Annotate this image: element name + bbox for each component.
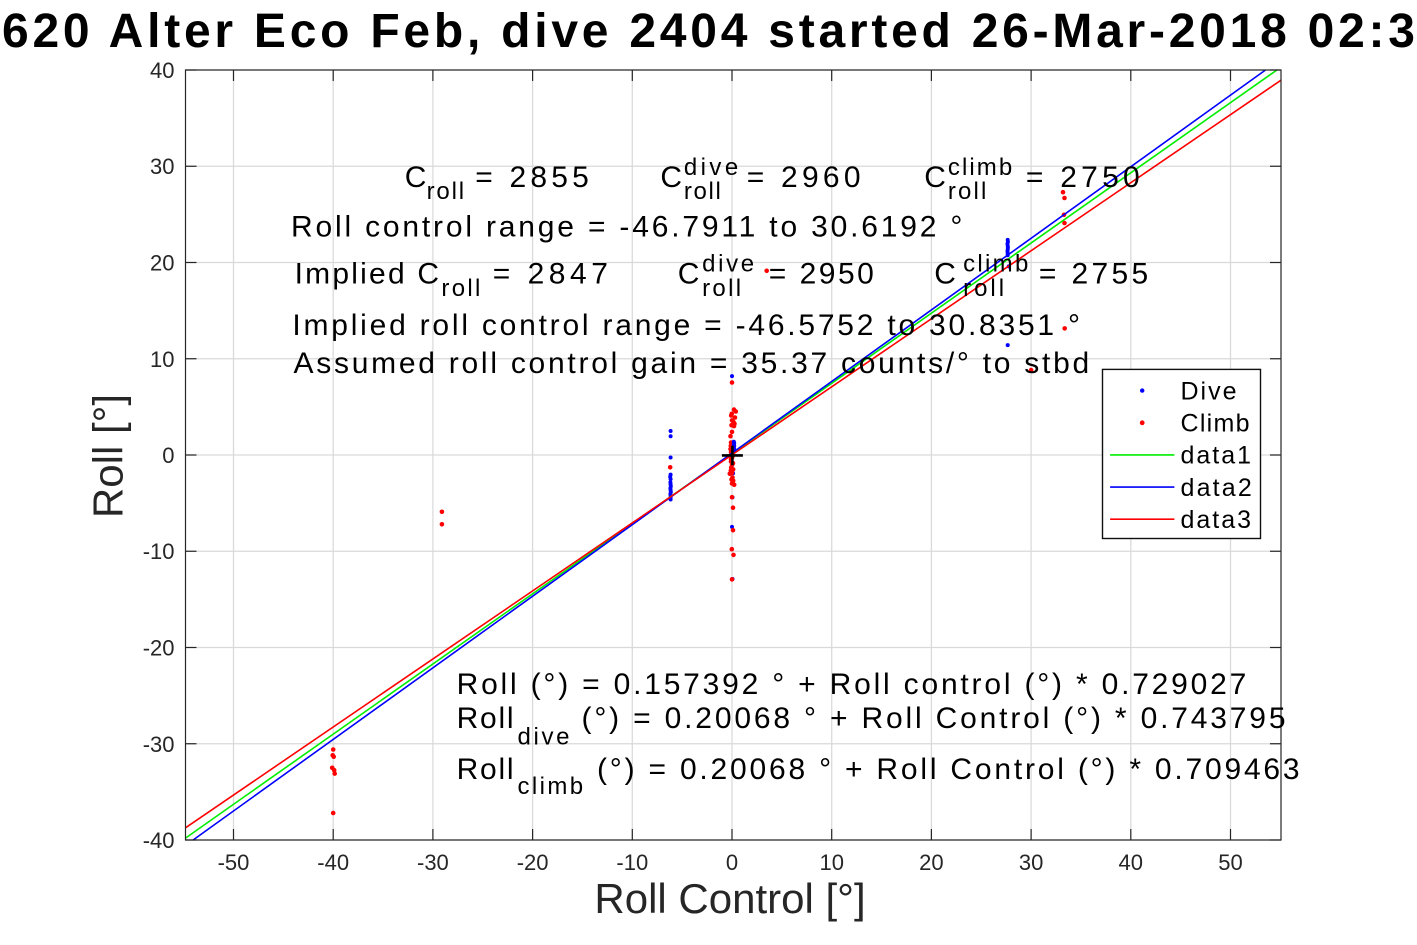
svg-text:-10: -10 (616, 850, 648, 875)
svg-text:data1: data1 (1181, 442, 1252, 470)
svg-text:C: C (660, 161, 682, 194)
svg-text:Dive: Dive (1181, 377, 1237, 405)
svg-text:50: 50 (1218, 850, 1242, 875)
svg-text:-20: -20 (517, 850, 549, 875)
svg-text:dive: dive (702, 251, 754, 278)
svg-text:dive: dive (518, 724, 570, 751)
svg-text:C: C (934, 258, 956, 291)
svg-text:-20: -20 (143, 636, 175, 661)
svg-text:Roll control range = -46.7911: Roll control range = -46.7911 to 30.6192… (291, 211, 962, 244)
svg-text:= 2855: = 2855 (475, 161, 589, 194)
svg-text:climb: climb (948, 154, 1012, 181)
svg-text:roll: roll (684, 178, 721, 205)
svg-text:roll: roll (702, 275, 741, 302)
svg-text:Assumed roll control gain = 35: Assumed roll control gain = 35.37 counts… (294, 347, 1090, 380)
svg-text:= 2960: = 2960 (747, 161, 861, 194)
svg-text:10: 10 (150, 347, 174, 372)
svg-text:Roll: Roll (457, 702, 514, 735)
svg-text:roll: roll (948, 178, 987, 205)
svg-text:roll: roll (427, 178, 465, 205)
svg-text:climb: climb (963, 251, 1028, 278)
svg-text:= 2950: = 2950 (769, 258, 874, 291)
svg-text:data2: data2 (1181, 474, 1252, 502)
svg-text:0: 0 (162, 443, 174, 468)
svg-text:-30: -30 (143, 732, 175, 757)
svg-text:20: 20 (919, 850, 943, 875)
svg-text:Roll Control [°]: Roll Control [°] (594, 875, 865, 922)
svg-text:0: 0 (726, 850, 738, 875)
svg-text:Roll: Roll (457, 753, 514, 786)
svg-text:-10: -10 (143, 539, 175, 564)
svg-text:40: 40 (150, 58, 174, 83)
svg-text:-40: -40 (143, 828, 175, 853)
svg-text:620 Alter Eco Feb, dive 2404 s: 620 Alter Eco Feb, dive 2404 started 26-… (2, 5, 1415, 58)
svg-text:-40: -40 (317, 850, 349, 875)
svg-text:C: C (924, 161, 946, 194)
svg-text:Roll [°]: Roll [°] (85, 394, 132, 518)
svg-text:30: 30 (150, 154, 174, 179)
svg-text:dive: dive (684, 154, 738, 181)
svg-text:-30: -30 (417, 850, 449, 875)
svg-text:40: 40 (1119, 850, 1143, 875)
svg-text:10: 10 (819, 850, 843, 875)
svg-text:Climb: Climb (1181, 410, 1250, 438)
svg-text:= 2847: = 2847 (493, 258, 608, 291)
svg-text:-50: -50 (218, 850, 250, 875)
svg-text:roll: roll (963, 275, 1004, 302)
svg-text:20: 20 (150, 251, 174, 276)
svg-text:= 2750: = 2750 (1026, 161, 1140, 194)
svg-text:30: 30 (1019, 850, 1043, 875)
svg-text:Implied roll control range = -: Implied roll control range = -46.5752 to… (292, 309, 1080, 342)
svg-text:roll: roll (441, 275, 480, 302)
svg-text:climb: climb (518, 773, 584, 800)
svg-text:data3: data3 (1181, 506, 1252, 534)
svg-text:= 2755: = 2755 (1039, 258, 1148, 291)
svg-text:C: C (405, 161, 427, 194)
svg-text:C: C (678, 258, 700, 291)
